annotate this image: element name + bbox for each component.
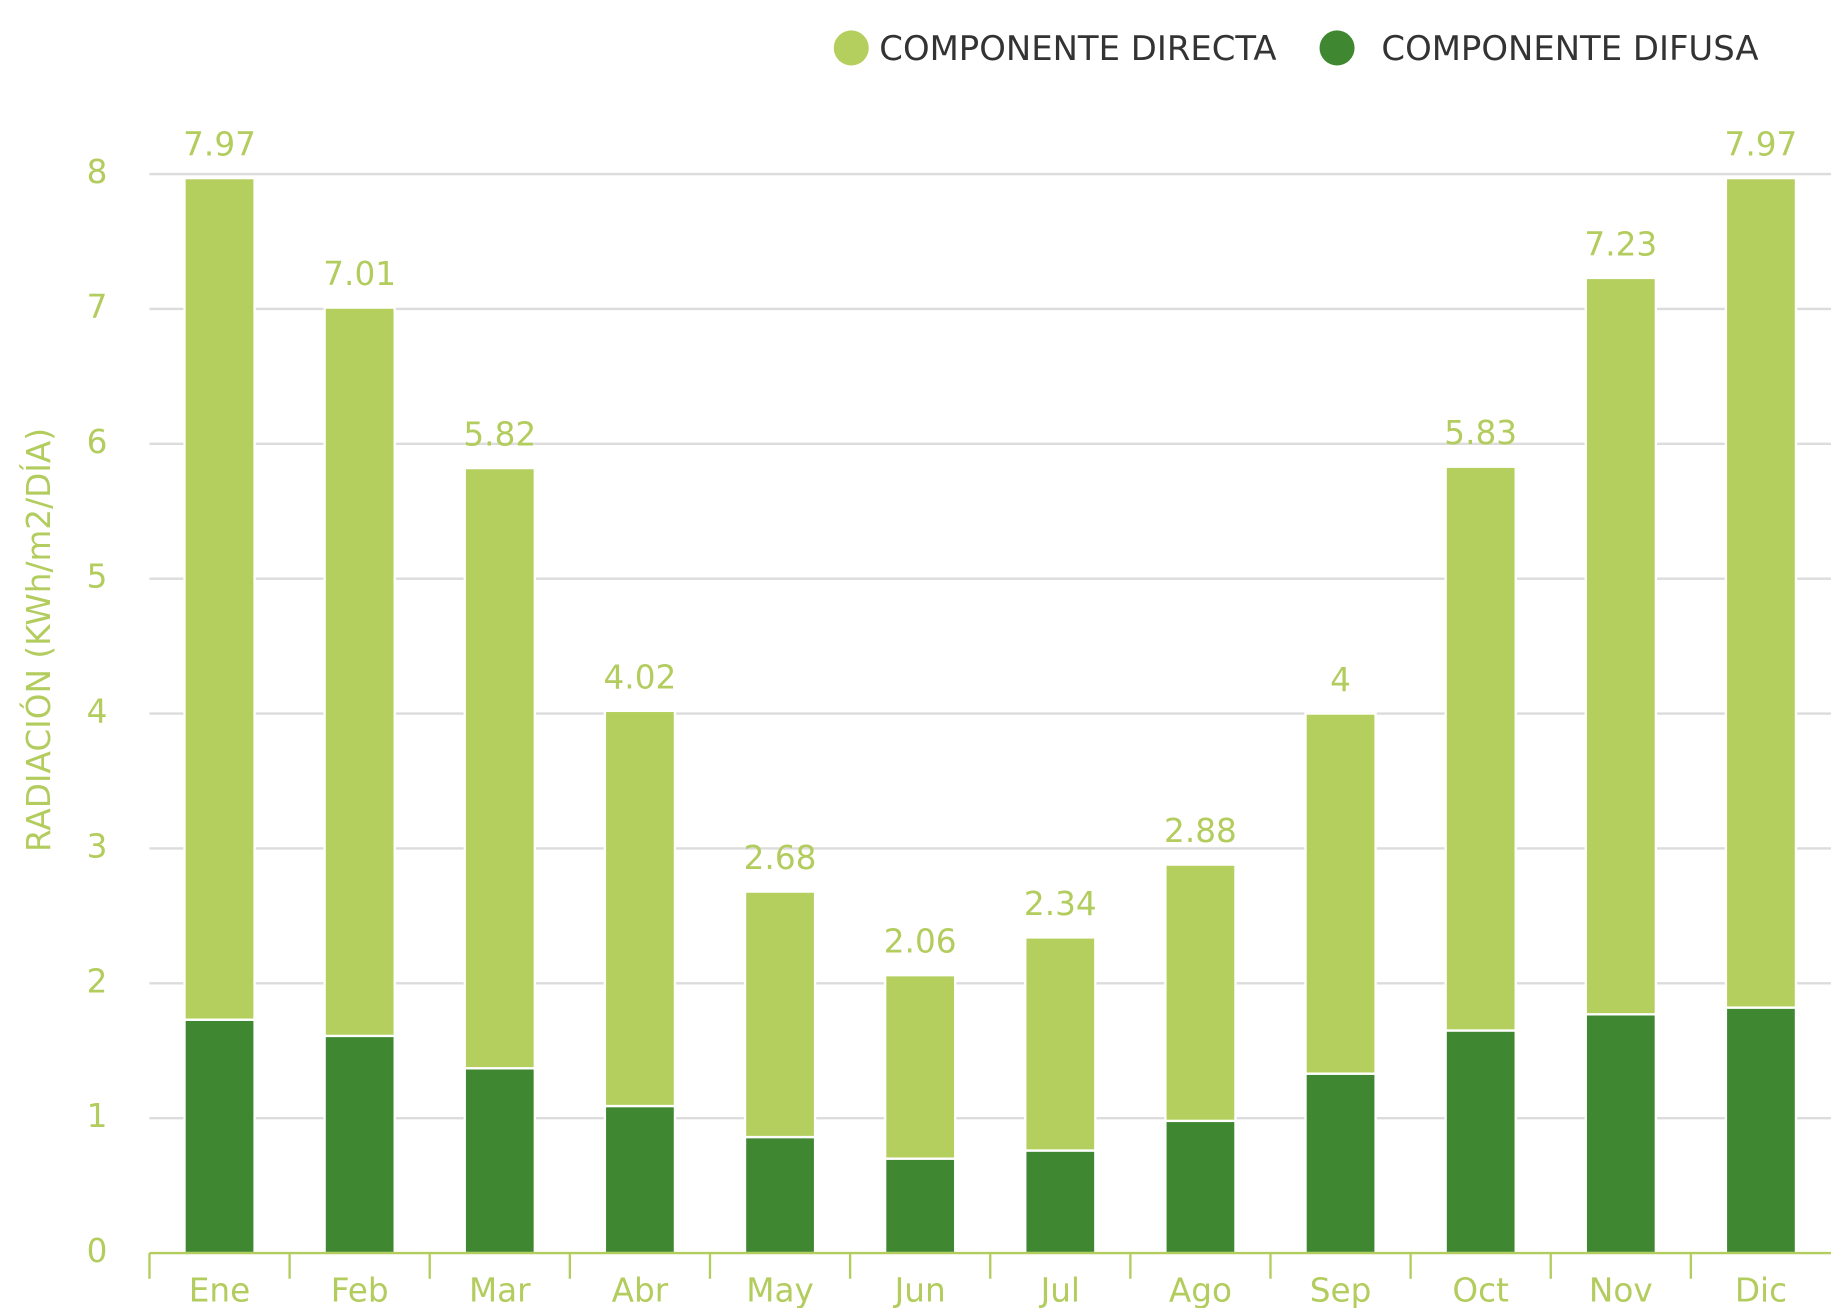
y-tick-label: 4: [87, 693, 108, 731]
x-tick-label: Oct: [1452, 1272, 1509, 1308]
bar-segment: [603, 1104, 677, 1255]
bar-segment: [743, 890, 817, 1139]
y-tick-label: 0: [87, 1232, 108, 1270]
bar-segment: [1164, 863, 1237, 1123]
bar-segment: [1024, 936, 1097, 1152]
total-label: 2.34: [1024, 885, 1097, 923]
total-label: 5.83: [1444, 414, 1517, 452]
bar-segment: [183, 176, 256, 1021]
bar-segment: [183, 1018, 256, 1255]
bar-segment: [1724, 176, 1798, 1009]
bar-segment: [1724, 1006, 1798, 1255]
bar-segment: [743, 1135, 817, 1255]
x-tick-label: Jul: [1039, 1272, 1080, 1308]
bar-segment: [1164, 1119, 1237, 1255]
legend: COMPONENTE DIRECTA COMPONENTE DIFUSA: [833, 29, 1759, 68]
y-tick-label: 8: [87, 153, 108, 191]
total-label: 7.23: [1584, 225, 1657, 263]
x-tick-label: Feb: [331, 1272, 389, 1308]
y-tick-label: 7: [87, 288, 108, 326]
bar-segment: [1304, 712, 1377, 1075]
legend-swatch: [833, 30, 869, 66]
bar-segment: [603, 709, 677, 1108]
total-label: 7.01: [323, 255, 396, 293]
x-tick-label: Mar: [469, 1272, 531, 1308]
bar-segment: [1584, 1013, 1658, 1255]
bar-segment: [883, 1157, 957, 1255]
total-label: 7.97: [1725, 126, 1798, 164]
total-label: 7.97: [183, 126, 256, 164]
x-tick-label: May: [746, 1272, 814, 1308]
total-label: 4: [1330, 661, 1351, 699]
y-axis-title: RADIACIÓN (KWh/m2/DÍA): [19, 428, 58, 852]
x-tick-label: Abr: [612, 1272, 669, 1308]
y-tick-label: 6: [87, 423, 108, 461]
total-label: 2.88: [1164, 812, 1237, 850]
bar-segment: [323, 306, 396, 1038]
bar-segment: [1444, 1029, 1517, 1255]
total-label: 5.82: [463, 416, 536, 454]
x-tick-label: Ene: [189, 1272, 250, 1308]
bar-segment: [323, 1034, 396, 1255]
bar-segment: [463, 1067, 536, 1255]
total-label: 4.02: [604, 658, 677, 696]
x-tick-label: Sep: [1310, 1272, 1372, 1308]
total-label: 2.68: [744, 839, 817, 877]
bar-segment: [463, 466, 536, 1070]
bar-segment: [1444, 465, 1517, 1032]
legend-label: COMPONENTE DIFUSA: [1381, 29, 1758, 68]
x-tick-label: Nov: [1589, 1272, 1653, 1308]
bar-segment: [1024, 1149, 1097, 1255]
y-tick-label: 1: [87, 1097, 108, 1135]
bar-segment: [883, 974, 957, 1160]
y-tick-label: 2: [87, 962, 108, 1000]
legend-label: COMPONENTE DIRECTA: [879, 29, 1276, 68]
x-tick-label: Jun: [893, 1272, 946, 1308]
y-tick-label: 3: [87, 827, 108, 865]
bar-segment: [1584, 276, 1658, 1016]
bar-segment: [1304, 1072, 1377, 1255]
x-tick-label: Dic: [1735, 1272, 1787, 1308]
total-label: 2.06: [884, 923, 957, 961]
y-tick-label: 5: [87, 558, 108, 596]
legend-swatch: [1319, 30, 1355, 66]
x-tick-label: Ago: [1169, 1272, 1232, 1308]
